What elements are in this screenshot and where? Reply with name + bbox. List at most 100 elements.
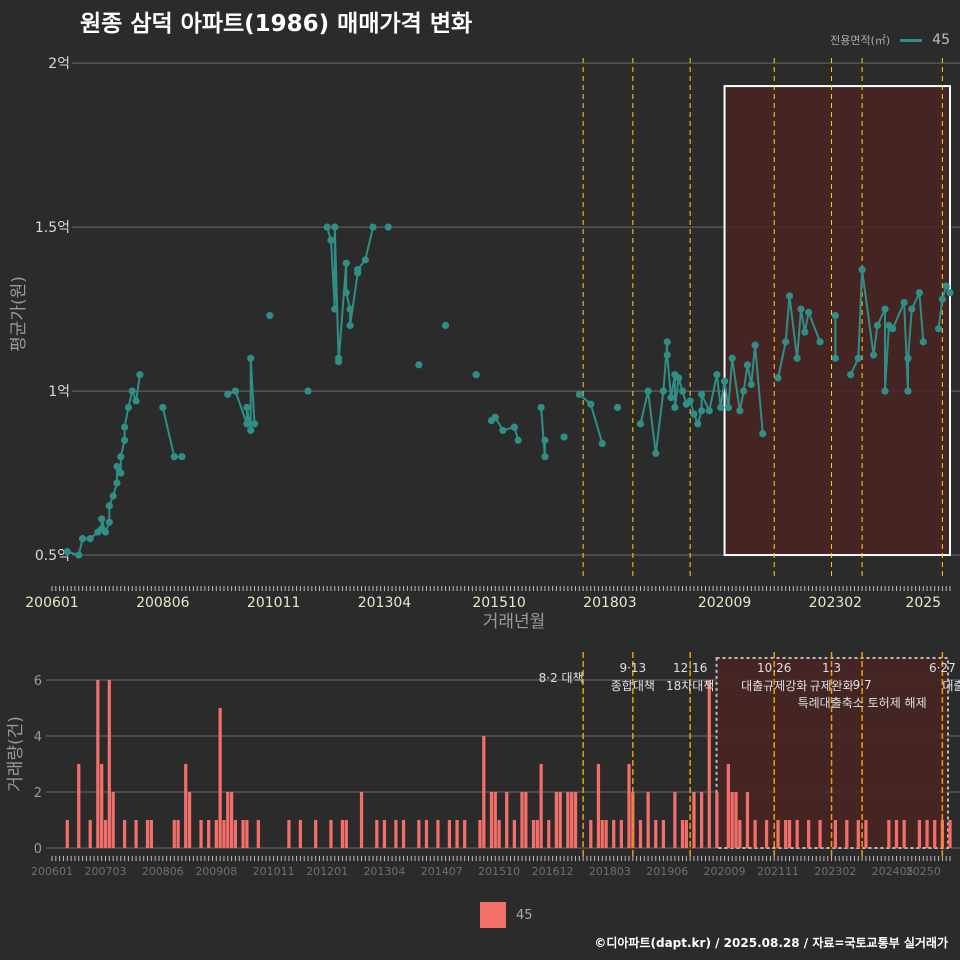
volume-bar xyxy=(734,792,738,848)
volume-bar xyxy=(917,820,922,848)
volume-bar xyxy=(505,792,509,848)
price-point xyxy=(847,371,855,379)
price-point xyxy=(747,380,755,389)
volume-x-tick-label: 20250 xyxy=(906,865,941,878)
price-point xyxy=(713,371,721,379)
price-point xyxy=(327,236,335,244)
volume-bar xyxy=(493,792,497,848)
volume-bar xyxy=(654,820,658,848)
price-point xyxy=(774,374,782,382)
volume-bar xyxy=(925,820,929,848)
volume-bar xyxy=(673,792,677,848)
legend-bar-swatch xyxy=(480,902,506,928)
volume-x-tick-label: 200908 xyxy=(195,865,237,878)
volume-bar xyxy=(845,820,849,848)
volume-bar xyxy=(241,820,245,848)
price-point xyxy=(75,551,83,559)
volume-bar xyxy=(661,820,666,848)
price-point xyxy=(797,305,805,313)
volume-bar xyxy=(539,764,543,848)
legend-top: 전용면적(㎡) 45 xyxy=(830,32,950,48)
price-point xyxy=(575,390,583,398)
volume-bar xyxy=(818,820,822,848)
price-point xyxy=(854,354,862,362)
volume-bar xyxy=(226,792,230,848)
price-point xyxy=(124,403,133,412)
price-point xyxy=(663,338,671,346)
volume-bar xyxy=(948,820,952,848)
price-point xyxy=(247,426,255,435)
volume-bar xyxy=(566,792,570,848)
price-point xyxy=(801,328,809,336)
price-point xyxy=(904,354,912,362)
price-x-tick-label: 202302 xyxy=(809,595,862,611)
volume-bar xyxy=(512,820,516,848)
price-point xyxy=(698,407,706,415)
price-point xyxy=(491,413,499,421)
volume-bar xyxy=(784,820,788,848)
price-point xyxy=(690,410,698,418)
price-point xyxy=(560,433,568,441)
volume-bar xyxy=(600,820,604,848)
price-point xyxy=(900,298,908,307)
volume-bar xyxy=(245,820,249,848)
policy-annotation: 10.26 xyxy=(757,661,791,675)
price-point xyxy=(113,479,121,487)
price-point xyxy=(132,397,140,405)
volume-bar xyxy=(401,820,406,848)
volume-bar xyxy=(298,820,303,848)
price-point xyxy=(266,312,274,320)
volume-x-tick-label: 202405 xyxy=(872,865,914,878)
policy-annotation: 9·13 xyxy=(619,661,646,675)
price-point xyxy=(785,292,794,300)
volume-bar xyxy=(612,820,616,848)
volume-bar xyxy=(715,792,719,848)
volume-bar xyxy=(103,820,108,848)
price-point xyxy=(369,223,377,231)
volume-bar xyxy=(344,820,348,848)
volume-bar xyxy=(340,820,345,848)
price-point xyxy=(919,338,927,346)
volume-bar xyxy=(573,792,578,848)
volume-bar xyxy=(145,820,150,848)
volume-bar xyxy=(88,820,92,848)
price-y-tick-label: 1.5억 xyxy=(35,220,70,236)
volume-bar xyxy=(726,764,730,848)
volume-bar xyxy=(604,820,608,848)
price-point xyxy=(537,403,545,412)
price-point xyxy=(831,312,839,320)
price-x-tick-label: 201011 xyxy=(247,595,300,611)
price-y-tick-label: 2억 xyxy=(48,56,70,72)
price-point xyxy=(105,518,113,526)
volume-bar xyxy=(329,820,333,848)
volume-bar xyxy=(856,820,860,848)
volume-bar xyxy=(764,820,769,848)
price-point xyxy=(170,453,178,461)
volume-bar xyxy=(394,820,398,848)
volume-bar xyxy=(589,820,593,848)
volume-bar xyxy=(233,820,238,848)
price-point xyxy=(334,357,343,366)
price-x-tick-label: 201510 xyxy=(472,595,525,611)
volume-bar xyxy=(482,736,486,848)
price-point xyxy=(510,423,518,431)
price-point xyxy=(663,351,671,359)
volume-x-tick-label: 200703 xyxy=(84,865,126,878)
volume-bar xyxy=(520,792,524,848)
price-point xyxy=(659,387,668,395)
price-point xyxy=(247,354,255,362)
price-point xyxy=(717,403,725,412)
price-x-tick-label: 201803 xyxy=(583,595,636,611)
volume-bar xyxy=(547,820,551,848)
price-point xyxy=(724,403,732,412)
price-point xyxy=(831,354,839,362)
volume-bar xyxy=(753,820,757,848)
price-point xyxy=(782,338,790,346)
volume-bar xyxy=(417,820,421,848)
volume-bar xyxy=(646,792,650,848)
volume-bar xyxy=(314,820,318,848)
price-point xyxy=(342,259,350,267)
footer-credit: ©디아파트(dapt.kr) / 2025.08.28 / 자료=국토교통부 실… xyxy=(594,936,948,950)
